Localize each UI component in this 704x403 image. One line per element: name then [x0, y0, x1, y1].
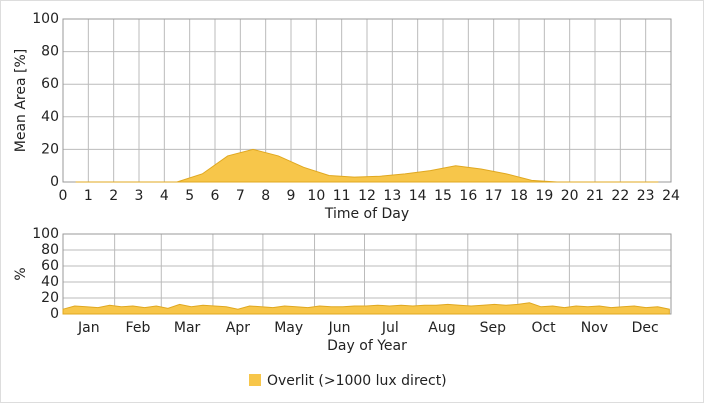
legend-label: Overlit (>1000 lux direct) — [267, 373, 447, 389]
x-tick-label: Jan — [77, 320, 100, 336]
legend-swatch — [249, 374, 261, 386]
x-tick-label: 13 — [383, 188, 401, 204]
x-tick-label: 7 — [236, 188, 245, 204]
x-tick-label: 20 — [561, 188, 579, 204]
y-tick-label: 40 — [41, 274, 59, 290]
x-tick-label: Dec — [632, 320, 659, 336]
x-tick-label: Aug — [428, 320, 455, 336]
x-tick-label: 16 — [459, 188, 477, 204]
x-tick-label: 18 — [510, 188, 528, 204]
x-tick-label: 17 — [485, 188, 503, 204]
y-axis-label: % — [13, 267, 29, 280]
y-tick-label: 20 — [41, 141, 59, 157]
x-tick-label: 23 — [637, 188, 655, 204]
x-tick-label: Mar — [174, 320, 201, 336]
y-tick-label: 60 — [41, 76, 59, 92]
x-tick-label: 9 — [287, 188, 296, 204]
x-tick-label: Apr — [226, 320, 250, 336]
y-tick-label: 0 — [50, 174, 59, 190]
y-tick-label: 100 — [32, 226, 59, 242]
x-axis-label: Time of Day — [324, 206, 409, 222]
y-tick-label: 100 — [32, 11, 59, 27]
y-tick-label: 40 — [41, 109, 59, 125]
x-tick-label: 1 — [84, 188, 93, 204]
x-tick-label: 0 — [59, 188, 68, 204]
area — [62, 302, 670, 315]
x-tick-label: 4 — [160, 188, 169, 204]
y-axis-label: Mean Area [%] — [13, 49, 29, 153]
x-tick-label: 12 — [358, 188, 376, 204]
x-tick-label: 6 — [211, 188, 220, 204]
x-tick-label: Feb — [126, 320, 151, 336]
x-tick-label: 2 — [109, 188, 118, 204]
y-tick-label: 60 — [41, 258, 59, 274]
x-tick-label: 24 — [662, 188, 680, 204]
area — [75, 148, 659, 183]
y-tick-label: 0 — [50, 306, 59, 322]
x-tick-label: Jul — [381, 320, 399, 336]
y-tick-label: 80 — [41, 44, 59, 60]
x-tick-label: Nov — [581, 320, 608, 336]
x-tick-label: 14 — [409, 188, 427, 204]
x-tick-label: Sep — [480, 320, 507, 336]
x-tick-label: 11 — [333, 188, 351, 204]
x-tick-label: 22 — [611, 188, 629, 204]
y-tick-label: 20 — [41, 290, 59, 306]
y-tick-label: 80 — [41, 242, 59, 258]
x-tick-label: 21 — [586, 188, 604, 204]
x-tick-label: Oct — [531, 320, 556, 336]
x-tick-label: 3 — [135, 188, 144, 204]
x-tick-label: 15 — [434, 188, 452, 204]
x-tick-label: 8 — [261, 188, 270, 204]
x-tick-label: 10 — [307, 188, 325, 204]
plot-frame — [62, 233, 672, 315]
x-tick-label: 5 — [185, 188, 194, 204]
x-tick-label: May — [274, 320, 303, 336]
x-axis-label: Day of Year — [327, 338, 407, 354]
x-tick-label: Jun — [328, 320, 351, 336]
x-tick-label: 19 — [535, 188, 553, 204]
